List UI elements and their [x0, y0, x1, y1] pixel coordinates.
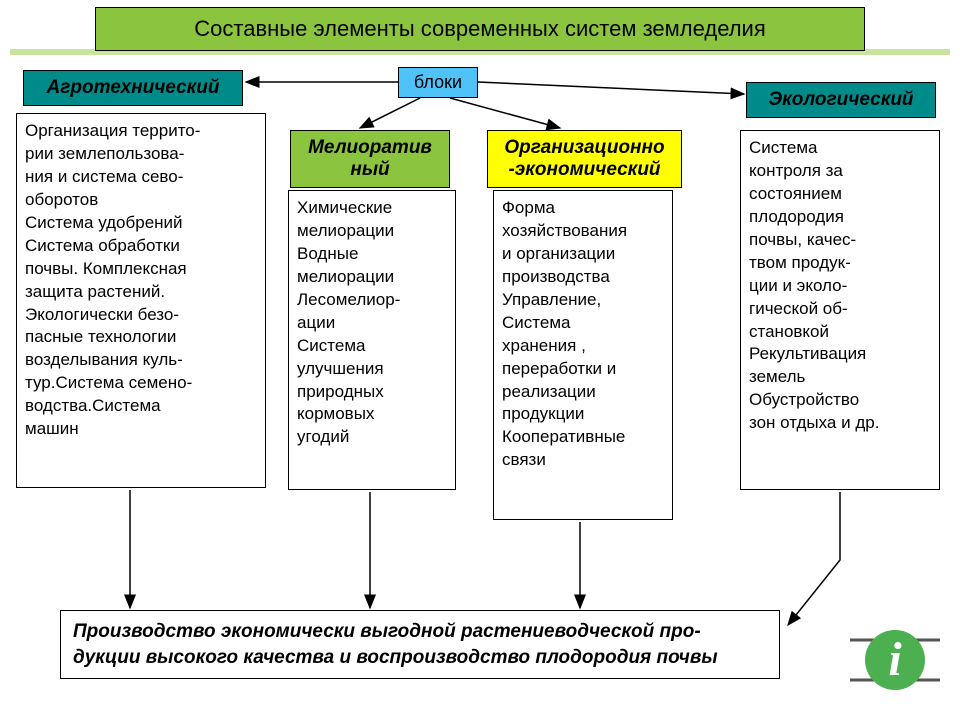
agrotech-header: Агротехнический [23, 70, 243, 106]
eco-header: Экологический [746, 82, 936, 118]
info-icon: i [850, 610, 940, 700]
eco-body: Системаконтроля засостояниемплодородияпо… [740, 130, 940, 490]
agrotech-body: Организация террито-рии землепользова-ни… [16, 113, 266, 488]
bottom-summary: Производство экономически выгодной расте… [60, 610, 780, 679]
org-header: Организационно-экономический [487, 130, 682, 188]
svg-text:i: i [888, 633, 902, 686]
melior-body: ХимическиемелиорацииВодныемелиорацииЛесо… [288, 190, 456, 490]
center-label: блоки [398, 67, 478, 98]
org-body: Формахозяйствованияи организациипроизвод… [493, 190, 673, 520]
diagram-title: Составные элементы современных систем зе… [95, 7, 865, 51]
melior-header: Мелиоративный [290, 130, 450, 188]
